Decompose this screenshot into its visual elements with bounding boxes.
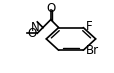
Text: F: F: [85, 20, 92, 33]
Text: O: O: [46, 2, 55, 15]
Text: N: N: [31, 21, 40, 34]
Text: Br: Br: [85, 44, 98, 57]
Text: O: O: [27, 27, 36, 40]
